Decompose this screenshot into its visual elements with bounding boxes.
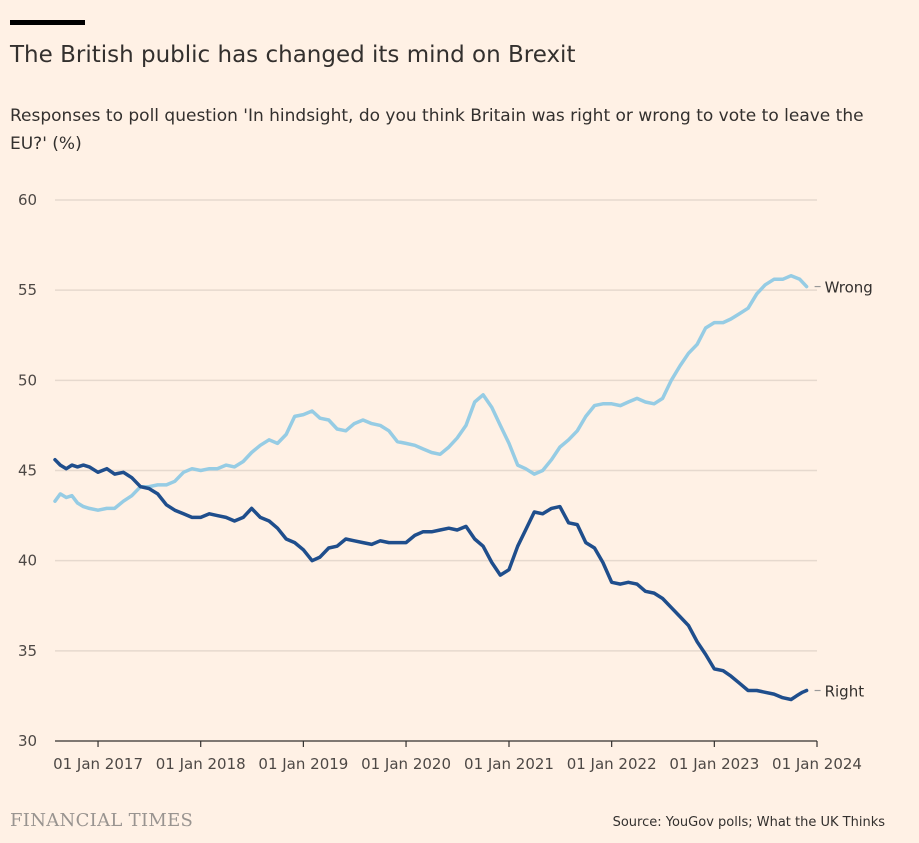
x-tick-label: 01 Jan 2024 bbox=[772, 755, 862, 773]
x-tick-label: 01 Jan 2020 bbox=[361, 755, 451, 773]
y-tick-label-35: 35 bbox=[18, 642, 37, 660]
ft-logo[interactable]: FINANCIAL TIMES bbox=[10, 810, 194, 831]
x-axis: 01 Jan 2017 01 Jan 2018 01 Jan 2019 01 Jan … bbox=[53, 740, 862, 773]
x-tick-label: 01 Jan 2021 bbox=[464, 755, 554, 773]
y-tick-label-40: 40 bbox=[18, 552, 37, 570]
series-labels: Wrong Right bbox=[814, 279, 873, 701]
y-tick-label-45: 45 bbox=[18, 462, 37, 480]
x-tick-label: 01 Jan 2022 bbox=[567, 755, 657, 773]
source-note: Source: YouGov polls; What the UK Thinks bbox=[612, 815, 885, 830]
x-tick-label: 01 Jan 2023 bbox=[669, 755, 759, 773]
chart-subtitle: Responses to poll question 'In hindsight… bbox=[10, 106, 864, 154]
ft-accent-bar bbox=[10, 20, 85, 25]
series-label-wrong: Wrong bbox=[825, 279, 873, 297]
y-tick-label-50: 50 bbox=[18, 371, 37, 389]
chart-title: The British public has changed its mind … bbox=[10, 42, 576, 68]
x-tick-label: 01 Jan 2017 bbox=[53, 755, 143, 773]
y-tick-label-55: 55 bbox=[18, 281, 37, 299]
y-tick-label-60: 60 bbox=[18, 191, 37, 209]
x-tick-label: 01 Jan 2019 bbox=[258, 755, 348, 773]
series-line-wrong bbox=[53, 273, 809, 512]
series-line-right bbox=[53, 457, 809, 702]
gridlines: 30 35 40 45 50 55 60 bbox=[18, 191, 817, 750]
y-tick-label-30: 30 bbox=[18, 732, 37, 750]
series-lines bbox=[53, 273, 809, 702]
series-label-right: Right bbox=[825, 683, 865, 701]
x-tick-label: 01 Jan 2018 bbox=[156, 755, 246, 773]
